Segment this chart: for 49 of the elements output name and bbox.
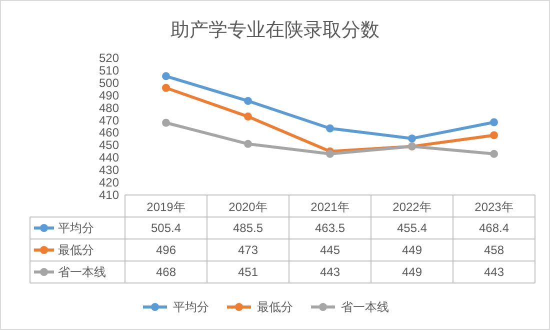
point [326, 124, 334, 132]
point [244, 112, 252, 121]
data-label: 458 [484, 243, 504, 257]
y-tick-label: 520 [98, 51, 120, 65]
y-tick-label: 460 [98, 126, 120, 140]
data-label: 485.5 [232, 221, 264, 235]
y-tick-label: 490 [98, 88, 120, 102]
data-label: 449 [402, 265, 422, 279]
y-tick-label: 480 [98, 100, 120, 115]
y-tick-label: 430 [98, 163, 120, 178]
y-tick-label: 470 [98, 113, 120, 128]
data-label: 468.4 [478, 221, 510, 235]
point [408, 134, 416, 142]
point [244, 140, 252, 148]
point [326, 150, 334, 158]
data-label: 468 [156, 265, 176, 279]
point [490, 150, 498, 158]
y-tick-label: 510 [98, 63, 120, 78]
data-label: 473 [238, 243, 258, 257]
data-label: 505.4 [150, 221, 182, 235]
data-label: 455.4 [396, 221, 428, 235]
title: 助产学专业在陕录取分数 [170, 20, 380, 41]
point [490, 118, 498, 126]
y-tick-label: 500 [98, 76, 120, 90]
data-label: 443 [320, 265, 340, 279]
x-tick-label: 2023年 [474, 200, 514, 214]
legend-label: 省一本线 [58, 265, 106, 279]
data-label: 445 [320, 243, 340, 257]
x-tick-label: 2019年 [146, 200, 186, 214]
y-tick-label: 410 [98, 188, 120, 202]
point [244, 96, 252, 105]
x-tick-label: 2021年 [310, 200, 350, 214]
x-tick-label: 2022年 [392, 200, 432, 214]
y-tick-label: 440 [98, 150, 120, 165]
legend: 平均分 最低分 省一本线 [143, 300, 389, 314]
point [490, 131, 498, 140]
point [162, 72, 170, 80]
legend-label: 平均分 [58, 221, 94, 235]
y-tick-label: 450 [98, 138, 120, 152]
x-tick-label: 2020年 [228, 200, 268, 214]
y-tick-label: 420 [98, 176, 120, 190]
point [162, 84, 170, 92]
point [162, 118, 170, 127]
data-label: 496 [156, 243, 176, 257]
legend-label: 最低分 [58, 243, 94, 257]
data-label: 451 [238, 265, 258, 279]
data-label: 443 [484, 265, 504, 279]
data-label: 463.5 [314, 221, 346, 235]
data-label: 449 [402, 243, 422, 257]
